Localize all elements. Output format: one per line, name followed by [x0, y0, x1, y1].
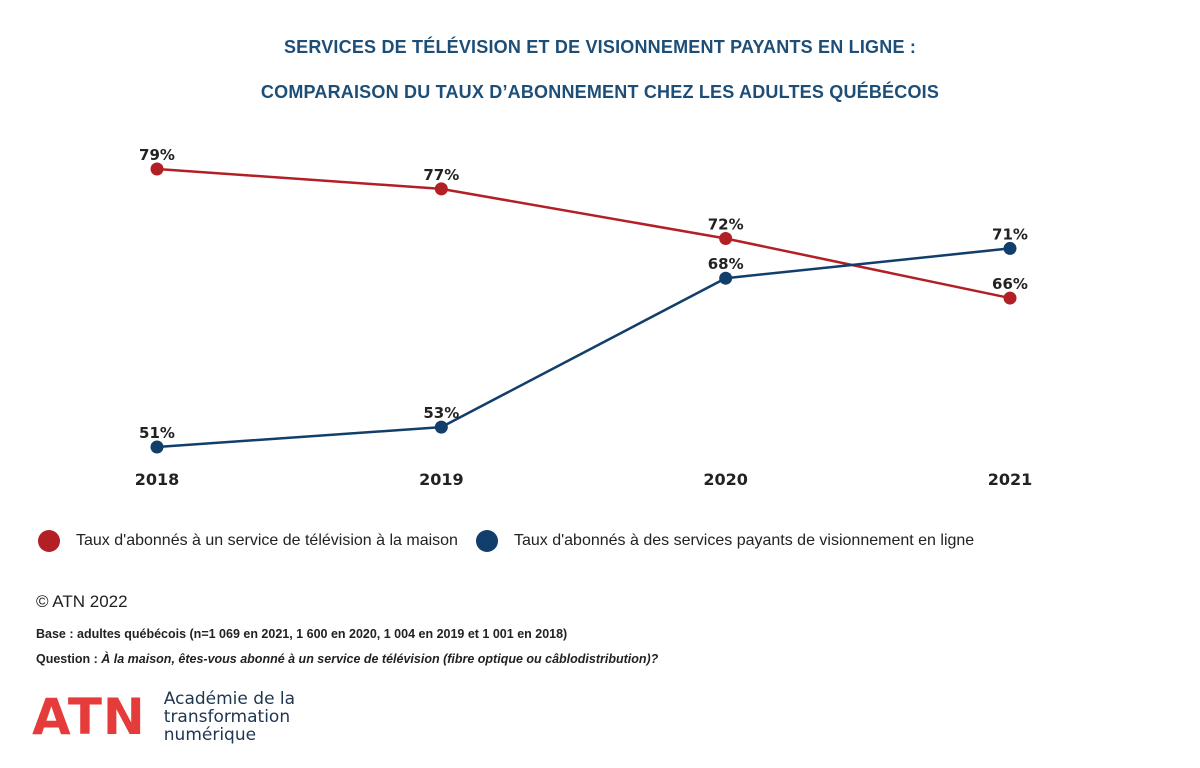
logo-text: Académie de la transformation numérique	[164, 690, 295, 744]
data-point-streaming-2019	[434, 420, 448, 434]
data-point-streaming-2021	[1003, 241, 1017, 255]
series-line-tv	[156, 167, 1011, 300]
data-label-streaming-2019: 53%	[423, 404, 459, 422]
base-note: Base : adultes québécois (n=1 069 en 202…	[36, 627, 568, 641]
legend-item-tv: Taux d'abonnés à un service de télévisio…	[38, 530, 458, 552]
question-note: Question : À la maison, êtes-vous abonné…	[36, 652, 658, 666]
data-label-tv-2019: 77%	[423, 166, 459, 184]
data-label-streaming-2020: 68%	[708, 255, 744, 273]
data-point-streaming-2018	[150, 440, 164, 454]
data-point-tv-2020	[719, 232, 733, 245]
legend: Taux d'abonnés à un service de télévisio…	[38, 530, 992, 552]
x-tick-label-2020: 2020	[703, 470, 748, 489]
chart-subtitle: COMPARAISON DU TAUX D’ABONNEMENT CHEZ LE…	[260, 82, 940, 102]
atn-logo: ATN Académie de la transformation numéri…	[32, 690, 295, 744]
x-tick-label-2019: 2019	[419, 470, 464, 489]
data-point-streaming-2020	[719, 271, 733, 285]
logo-line-3: numérique	[163, 725, 257, 745]
legend-item-streaming: Taux d'abonnés à des services payants de…	[475, 530, 975, 552]
data-label-tv-2020: 72%	[708, 216, 744, 234]
data-label-streaming-2018: 51%	[139, 424, 175, 442]
chart-title: SERVICES DE TÉLÉVISION ET DE VISIONNEMEN…	[283, 37, 917, 57]
legend-label-tv: Taux d'abonnés à un service de télévisio…	[76, 532, 458, 549]
logo-line-2: transformation	[163, 707, 291, 727]
copyright: © ATN 2022	[36, 592, 128, 611]
data-label-tv-2021: 66%	[992, 275, 1028, 293]
x-tick-label-2018: 2018	[135, 470, 180, 489]
legend-label-streaming: Taux d'abonnés à des services payants de…	[513, 532, 975, 549]
question-text: À la maison, êtes-vous abonné à un servi…	[101, 652, 659, 666]
data-point-tv-2018	[150, 162, 164, 176]
question-label: Question :	[36, 652, 102, 666]
series-line-streaming	[156, 247, 1011, 449]
logo-mark: ATN	[32, 688, 146, 746]
data-point-tv-2019	[434, 182, 448, 196]
legend-swatch-streaming	[475, 530, 498, 552]
logo-line-1: Académie de la	[163, 689, 296, 709]
line-chart: 79% 77% 72% 66% 51% 53% 68% 71% 2018 2019 2020 202…	[135, 146, 1033, 489]
x-tick-label-2021: 2021	[988, 470, 1033, 489]
legend-swatch-tv	[38, 530, 60, 552]
data-label-streaming-2021: 71%	[992, 225, 1028, 243]
data-label-tv-2018: 79%	[139, 146, 175, 164]
data-point-tv-2021	[1003, 291, 1017, 305]
